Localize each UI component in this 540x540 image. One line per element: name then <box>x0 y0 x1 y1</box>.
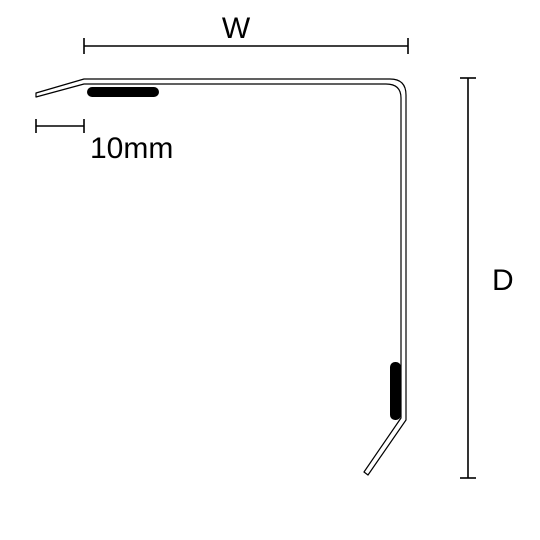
dimension-hook <box>36 119 84 133</box>
label-W: W <box>222 12 251 45</box>
adhesive-strip-0 <box>87 87 159 97</box>
adhesive-strip-1 <box>390 362 401 420</box>
dimension-d <box>460 78 476 478</box>
label-hook: 10mm <box>90 132 173 165</box>
profile-diagram: W D 10mm <box>0 0 540 540</box>
label-D: D <box>492 264 514 297</box>
